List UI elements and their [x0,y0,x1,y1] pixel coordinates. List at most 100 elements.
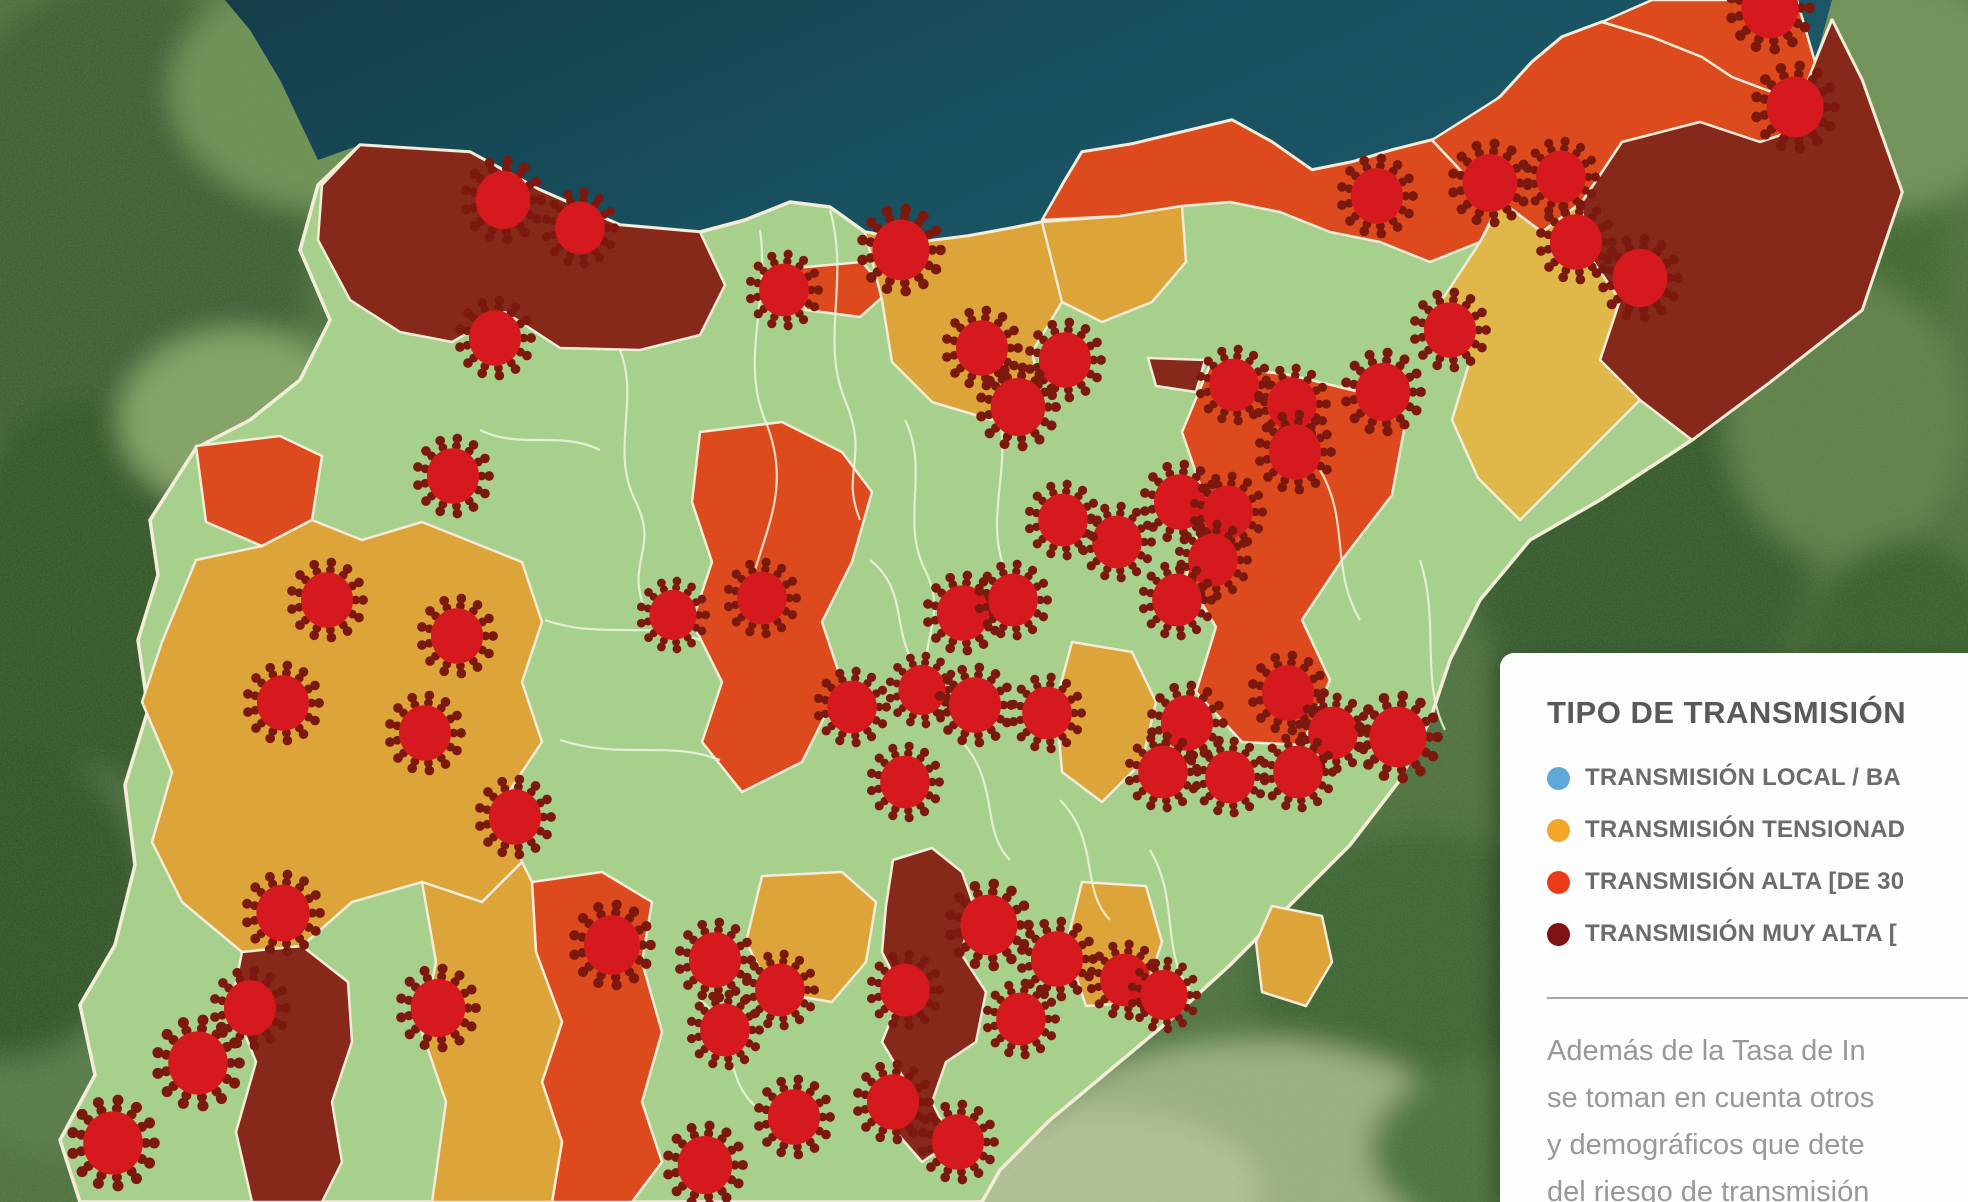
virus-marker[interactable] [67,1094,160,1192]
virus-marker[interactable] [1341,347,1426,437]
virus-spike [672,644,682,654]
virus-marker[interactable] [663,1120,748,1202]
virus-core [1152,573,1202,627]
virus-marker[interactable] [1017,916,1098,1002]
virus-marker[interactable] [396,963,481,1053]
virus-spike [421,446,431,456]
virus-marker[interactable] [1536,199,1617,285]
virus-marker[interactable] [541,187,620,269]
virus-spike [1163,963,1172,972]
virus-marker[interactable] [210,965,291,1051]
virus-marker[interactable] [982,978,1060,1060]
virus-marker[interactable] [455,295,536,381]
virus-core [767,1089,821,1145]
virus-marker[interactable] [918,1099,999,1185]
virus-marker[interactable] [1174,519,1252,601]
virus-spike [1396,699,1407,709]
virus-spike [813,693,824,703]
virus-marker[interactable] [754,1074,835,1160]
virus-marker[interactable] [935,662,1016,748]
municipality-amber[interactable] [1254,904,1334,1008]
virus-spike [242,898,253,909]
virus-core [1350,168,1404,224]
virus-spike [708,1059,718,1069]
virus-spike [530,781,541,791]
municipality-dark_red[interactable] [1146,356,1207,394]
virus-spike [1668,291,1679,302]
municipal-border-line [559,738,721,762]
virus-marker[interactable] [385,690,466,776]
virus-spike [1182,531,1192,541]
virus-marker[interactable] [1124,731,1202,813]
virus-spike [982,1023,993,1033]
virus-marker[interactable] [853,1059,934,1145]
virus-marker[interactable] [723,557,802,639]
virus-spike [918,210,929,222]
virus-marker[interactable] [974,559,1052,641]
virus-core [1355,362,1411,422]
virus-marker[interactable] [1410,287,1491,373]
virus-marker[interactable] [945,878,1034,972]
virus-spike [645,939,656,951]
virus-marker[interactable] [243,660,324,746]
virus-marker[interactable] [1127,956,1202,1034]
virus-marker[interactable] [1259,731,1337,813]
virus-spike [1080,386,1091,396]
virus-marker[interactable] [857,203,946,297]
virus-marker[interactable] [1448,138,1533,228]
virus-marker[interactable] [1726,0,1815,55]
virus-marker[interactable] [1025,317,1106,403]
virus-marker[interactable] [942,305,1023,391]
virus-marker[interactable] [1354,690,1443,784]
virus-spike [310,680,320,691]
virus-marker[interactable] [1294,692,1372,774]
virus-marker[interactable] [813,666,892,748]
virus-marker[interactable] [1138,559,1216,641]
virus-marker[interactable] [745,249,824,331]
legend-items: TRANSMISIÓN LOCAL / BA TRANSMISIÓN TENSI… [1547,752,1968,960]
virus-spike [892,1134,903,1145]
virus-spike [904,806,913,815]
virus-spike [1323,784,1334,794]
virus-spike [1376,161,1385,171]
virus-spike [282,877,292,887]
virus-spike [1522,163,1533,173]
virus-marker[interactable] [242,869,325,957]
virus-marker[interactable] [569,899,656,991]
virus-spike [821,678,831,688]
virus-spike [326,557,337,568]
virus-markers[interactable] [67,0,1840,1202]
virus-marker[interactable] [1255,409,1336,495]
legend-dot-orange [1547,818,1570,842]
virus-spike [697,919,708,930]
virus-spike [593,977,604,989]
virus-spike [424,690,435,701]
virus-marker[interactable] [461,155,546,245]
virus-marker[interactable] [1024,479,1102,561]
virus-spike [974,737,985,748]
virus-marker[interactable] [686,989,765,1071]
virus-marker[interactable] [417,593,498,679]
virus-marker[interactable] [1598,233,1683,323]
virus-marker[interactable] [413,433,494,519]
virus-marker[interactable] [636,576,711,654]
virus-marker[interactable] [1008,672,1086,754]
virus-marker[interactable] [976,362,1061,452]
virus-marker[interactable] [866,949,945,1031]
virus-spike [945,929,956,941]
virus-marker[interactable] [923,570,1004,656]
virus-spike [1448,187,1459,198]
virus-marker[interactable] [287,557,368,643]
virus-marker[interactable] [475,774,556,860]
virus-marker[interactable] [1195,344,1273,426]
virus-marker[interactable] [866,741,945,823]
virus-spike [919,807,930,817]
virus-spike [1086,561,1096,571]
virus-marker[interactable] [885,651,960,729]
virus-marker[interactable] [1751,60,1840,154]
virus-spike [1185,991,1194,999]
virus-spike [265,662,276,673]
virus-marker[interactable] [152,1014,245,1112]
virus-marker[interactable] [1337,153,1418,239]
